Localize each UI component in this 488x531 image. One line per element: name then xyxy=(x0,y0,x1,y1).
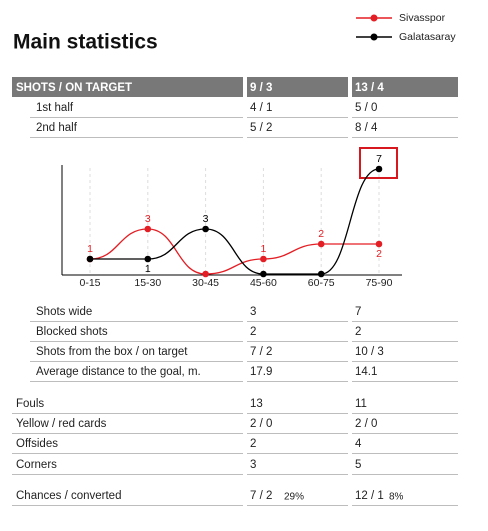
row-value: 9 / 3 xyxy=(250,82,272,94)
row-value: 2 xyxy=(250,326,256,338)
row-value: 13 / 4 xyxy=(355,82,384,94)
row-note: 29% xyxy=(284,492,304,503)
point xyxy=(202,225,209,233)
x-tick-label: 60-75 xyxy=(308,277,335,289)
row-value: 10 / 3 xyxy=(355,346,384,358)
legend-label: Galatasaray xyxy=(399,31,456,43)
row-value: 7 / 2 xyxy=(250,490,272,502)
row-value: 3 xyxy=(250,306,256,318)
x-tick-label: 30-45 xyxy=(192,277,219,289)
row-value: 7 xyxy=(355,306,361,318)
row-label: Yellow / red cards xyxy=(16,418,107,430)
row-label: Chances / converted xyxy=(16,490,121,502)
point xyxy=(202,270,209,278)
point xyxy=(375,165,383,173)
row-value: 7 / 2 xyxy=(250,346,272,358)
series-line xyxy=(90,168,380,275)
row-value: 17.9 xyxy=(250,366,272,378)
header-bg xyxy=(352,77,458,97)
row-label: 2nd half xyxy=(36,122,78,134)
point xyxy=(375,240,383,248)
row-label: Corners xyxy=(16,459,57,471)
row-label: Offsides xyxy=(16,438,58,450)
row-label: Fouls xyxy=(16,398,44,410)
row-value: 2 xyxy=(250,438,256,450)
row-label: Shots wide xyxy=(36,306,92,318)
page-title: Main statistics xyxy=(13,31,158,54)
point xyxy=(144,255,152,263)
row-value: 5 / 0 xyxy=(355,102,377,114)
value-label: 3 xyxy=(145,213,151,225)
x-tick-label: 75-90 xyxy=(366,277,393,289)
row-value: 3 xyxy=(250,459,256,471)
row-value: 5 / 2 xyxy=(250,122,272,134)
value-label: 2 xyxy=(318,228,324,240)
value-label: 1 xyxy=(87,243,93,255)
row-label: SHOTS / ON TARGET xyxy=(16,82,132,94)
row-value: 2 / 0 xyxy=(355,418,377,430)
row-label: 1st half xyxy=(36,102,74,114)
legend-dot xyxy=(370,33,378,41)
row-value: 4 / 1 xyxy=(250,102,272,114)
value-label: 1 xyxy=(145,263,151,275)
x-tick-label: 0-15 xyxy=(79,277,100,289)
row-note: 8% xyxy=(389,492,404,503)
value-label: 3 xyxy=(203,213,209,225)
row-value: 4 xyxy=(355,438,362,450)
row-value: 2 / 0 xyxy=(250,418,272,430)
point xyxy=(260,255,267,263)
point xyxy=(317,240,325,248)
legend-dot xyxy=(370,14,378,22)
x-tick-label: 15-30 xyxy=(134,277,161,289)
point xyxy=(317,270,325,278)
x-tick-label: 45-60 xyxy=(250,277,277,289)
header-bg xyxy=(247,77,348,97)
point xyxy=(260,270,267,278)
header-bg xyxy=(12,77,243,97)
row-label: Blocked shots xyxy=(36,326,108,338)
value-label: 1 xyxy=(260,243,266,255)
point xyxy=(86,255,94,263)
row-label: Average distance to the goal, m. xyxy=(36,366,201,378)
row-value: 13 xyxy=(250,398,263,410)
row-value: 5 xyxy=(355,459,361,471)
row-value: 8 / 4 xyxy=(355,122,378,134)
row-value: 11 xyxy=(355,398,367,410)
value-label: 7 xyxy=(376,153,382,165)
row-value: 2 xyxy=(355,326,361,338)
value-label: 2 xyxy=(376,248,382,260)
row-value: 12 / 1 xyxy=(355,490,384,502)
row-label: Shots from the box / on target xyxy=(36,346,188,358)
legend-label: Sivasspor xyxy=(399,12,446,24)
highlight-box xyxy=(359,147,398,179)
point xyxy=(144,225,152,233)
row-value: 14.1 xyxy=(355,366,377,378)
